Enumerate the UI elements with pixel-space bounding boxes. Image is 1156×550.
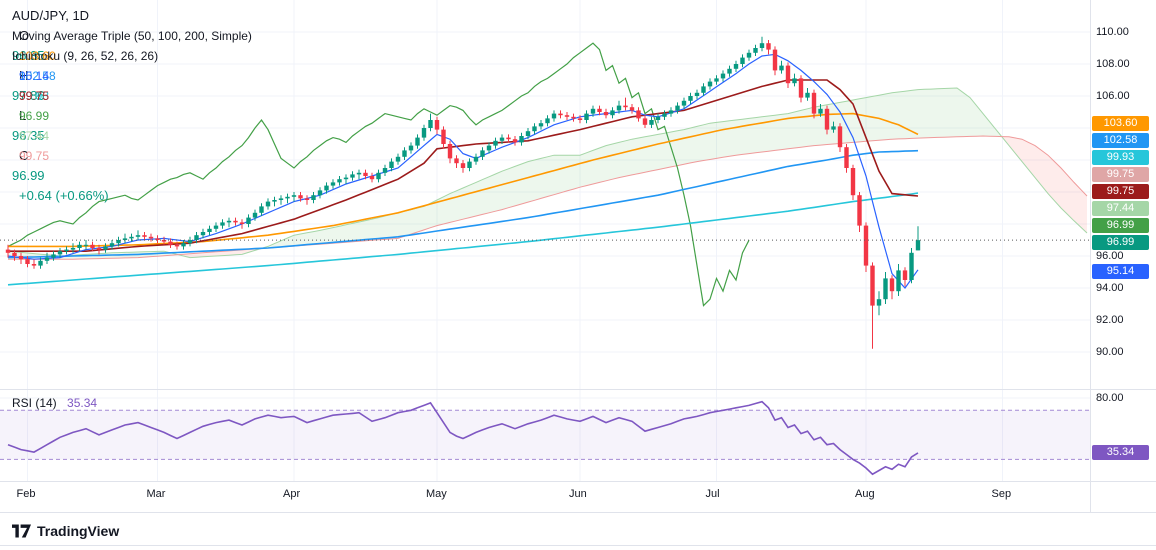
price-badge: 99.75	[1092, 184, 1149, 199]
rsi-indicator-label: RSI (14)	[12, 396, 57, 410]
ichimoku-values: 95.14 99.75 96.99 97.44 99.75	[12, 66, 252, 166]
month-label: Feb	[16, 488, 36, 500]
month-label: Jun	[569, 488, 587, 500]
rsi-badge: 35.34	[1092, 444, 1149, 460]
pane-separator[interactable]	[0, 389, 1156, 390]
price-tick-label: 90.00	[1096, 346, 1124, 358]
ohlc-value: 96.35	[12, 48, 45, 63]
indicator-legend: AUD/JPY, 1D O 96.35 H 97.86 L 96.35 C 96.99 +0.64…	[12, 6, 252, 203]
rsi-tick-label: 80.00	[1096, 392, 1124, 404]
price-badge: 95.14	[1092, 264, 1149, 279]
ohlc-value: 97.86	[12, 88, 45, 103]
ma-value: 103.60	[19, 49, 56, 63]
price-tick-label: 108.00	[1096, 58, 1130, 70]
time-axis[interactable]: Feb Mar Apr May Jun Jul Aug Sep	[0, 482, 1090, 512]
legend-symbol-row[interactable]: AUD/JPY, 1D O 96.35 H 97.86 L 96.35 C 96.99 +0.64…	[12, 6, 252, 203]
price-tick-label: 106.00	[1096, 90, 1130, 102]
ichimoku-indicator-label: Ichimoku (9, 26, 52, 26, 26)	[12, 49, 159, 63]
ma-values: 103.60 102.58 99.93	[12, 46, 252, 106]
ohlc-value: 96.35	[12, 128, 45, 143]
price-badge: 99.93	[1092, 150, 1149, 165]
month-label: Sep	[991, 488, 1012, 500]
ichimoku-value: 99.75	[19, 149, 50, 163]
month-label: May	[426, 488, 447, 500]
tradingview-logo-icon	[12, 524, 31, 538]
ma-value: 102.58	[19, 69, 56, 83]
price-axis[interactable]: 110.00 108.00 106.00 96.00 94.00 92.00 90.00 80…	[1091, 0, 1156, 545]
rsi-legend-row[interactable]: RSI (14) 35.34	[12, 394, 97, 412]
price-badge: 96.99	[1092, 235, 1149, 250]
time-axis-separator	[0, 512, 1156, 513]
ohlc-key: C	[19, 148, 29, 163]
price-badge: 97.44	[1092, 201, 1149, 216]
ohlc-key: H	[19, 68, 29, 83]
price-badge: 96.99	[1092, 218, 1149, 233]
legend-ma-row[interactable]: Moving Average Triple (50, 100, 200, Sim…	[12, 26, 252, 103]
symbol-title: AUD/JPY, 1D	[12, 8, 90, 23]
month-label: Jul	[705, 488, 720, 500]
bottom-border	[0, 545, 1156, 546]
ichimoku-value: 95.14	[19, 69, 50, 83]
month-label: Mar	[146, 488, 166, 500]
ichimoku-value: 96.99	[19, 109, 50, 123]
price-badge: 99.75	[1092, 167, 1149, 182]
price-tick-label: 94.00	[1096, 282, 1124, 294]
ohlc-value: 96.99	[12, 168, 45, 183]
ohlc-key: L	[19, 108, 27, 123]
rsi-value: 35.34	[67, 396, 98, 410]
tradingview-watermark[interactable]: TradingView	[12, 523, 119, 539]
ohlc-values: O 96.35 H 97.86 L 96.35 C 96.99	[12, 26, 252, 186]
ma-indicator-label: Moving Average Triple (50, 100, 200, Sim…	[12, 29, 252, 43]
month-label: Apr	[283, 488, 301, 500]
price-tick-label: 110.00	[1096, 26, 1129, 38]
ohlc-key: O	[19, 28, 30, 43]
price-tick-label: 96.00	[1096, 250, 1124, 262]
price-axis-border	[1090, 0, 1091, 512]
price-change: +0.64 (+0.66%)	[19, 188, 109, 203]
price-badge: 103.60	[1092, 116, 1149, 131]
price-badge: 102.58	[1092, 133, 1149, 148]
ichimoku-value: 97.44	[19, 129, 50, 143]
legend-ichimoku-row[interactable]: Ichimoku (9, 26, 52, 26, 26) 95.14 99.75 96…	[12, 46, 252, 163]
ichimoku-value: 99.75	[19, 89, 50, 103]
month-label: Aug	[855, 488, 875, 500]
tradingview-watermark-text: TradingView	[37, 523, 120, 539]
ma-value: 99.93	[19, 89, 50, 103]
rsi-axis-separator	[0, 481, 1156, 482]
price-tick-label: 92.00	[1096, 314, 1124, 326]
